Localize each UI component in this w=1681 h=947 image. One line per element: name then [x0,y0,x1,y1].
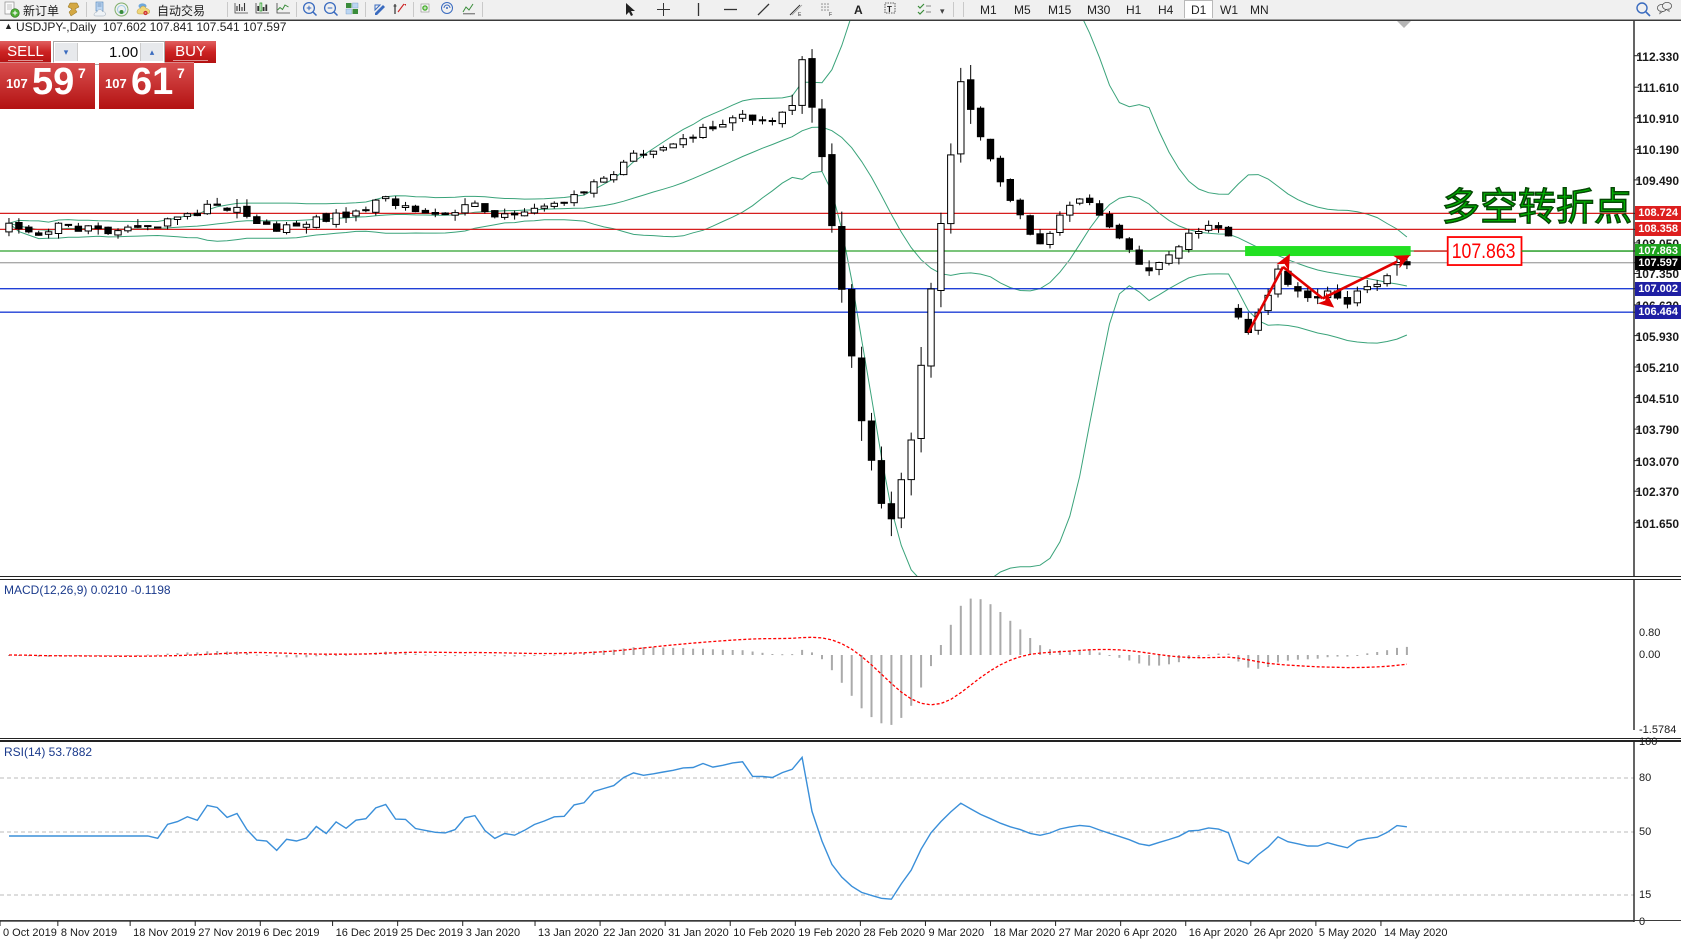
svg-text:107.863: 107.863 [1452,240,1516,263]
svg-text:MACD(12,26,9) 0.0210 -0.1198: MACD(12,26,9) 0.0210 -0.1198 [4,583,171,597]
svg-text:T: T [887,5,892,14]
svg-text:多空转折点: 多空转折点 [1442,187,1632,229]
svg-text:RSI(14) 53.7882: RSI(14) 53.7882 [4,745,92,759]
svg-text:A: A [854,3,863,17]
svg-text:E: E [798,12,802,18]
svg-text:F: F [829,12,832,18]
